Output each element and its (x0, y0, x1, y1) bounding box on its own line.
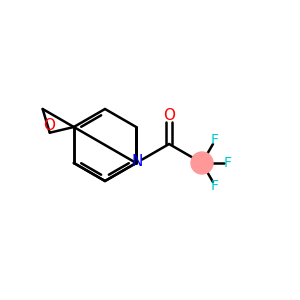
Text: O: O (43, 118, 55, 133)
Circle shape (191, 152, 213, 174)
Text: F: F (211, 178, 219, 193)
Text: F: F (224, 156, 232, 170)
Text: N: N (131, 154, 143, 169)
Text: O: O (163, 107, 175, 122)
Text: F: F (211, 134, 219, 148)
